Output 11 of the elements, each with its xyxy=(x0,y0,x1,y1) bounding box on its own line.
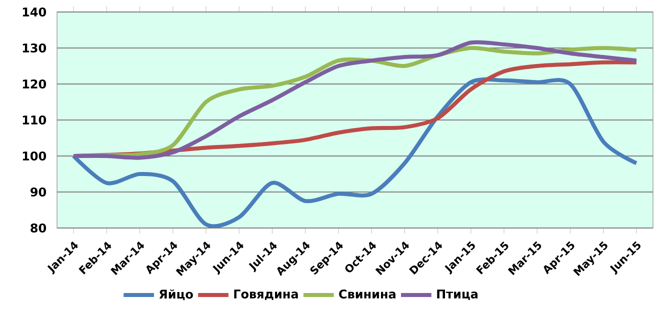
y-tick-label: 100 xyxy=(22,151,46,161)
y-tick-label: 80 xyxy=(30,223,46,233)
legend-label: Птица xyxy=(437,290,478,300)
y-tick-label: 140 xyxy=(22,7,46,17)
legend-label: Говядина xyxy=(234,290,298,300)
legend-label: Свинина xyxy=(339,289,396,299)
y-tick-label: 120 xyxy=(22,79,46,89)
legend-label: Яйцо xyxy=(159,289,193,300)
y-tick-label: 110 xyxy=(22,115,46,125)
y-tick-label: 90 xyxy=(30,187,46,197)
y-tick-label: 130 xyxy=(22,43,46,53)
